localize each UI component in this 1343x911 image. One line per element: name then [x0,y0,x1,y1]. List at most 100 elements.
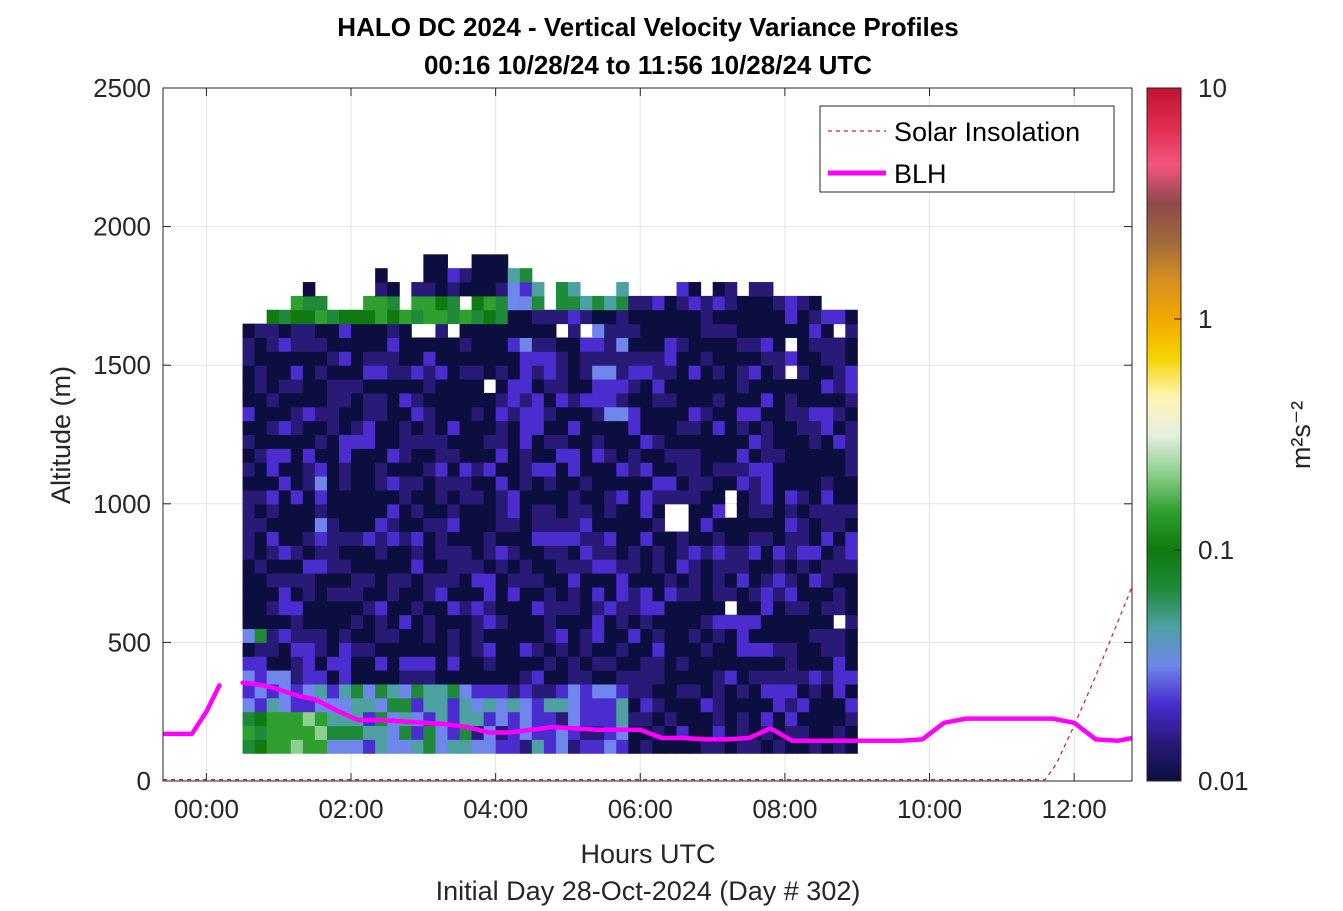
heatmap-cell [302,545,316,560]
heatmap-cell [399,545,412,560]
heatmap-cell [423,683,436,699]
heatmap-cell [772,379,786,394]
heatmap-cell [821,462,834,477]
heatmap-cell [483,420,497,435]
heatmap-cell [495,670,509,685]
heatmap-cell [543,476,557,491]
heatmap-cell [748,697,762,713]
heatmap-cell [809,600,822,616]
heatmap-cell [363,642,376,657]
heatmap-cell [640,337,653,352]
heatmap-cell [507,379,521,394]
heatmap-cell [519,545,533,560]
heatmap-cell [387,309,400,325]
heatmap-cell [580,711,593,727]
heatmap-cell [833,683,846,699]
heatmap-cell [447,476,461,491]
heatmap-cell [833,711,846,727]
heatmap-cell [519,503,533,519]
heatmap-cell [290,392,304,408]
heatmap-cell [242,517,256,533]
heatmap-cell [278,739,292,754]
heatmap-cell [423,448,436,463]
heatmap-cell [495,586,509,602]
heatmap-cell [447,559,461,574]
heatmap-cell [278,656,292,671]
heatmap-cell [290,295,304,311]
heatmap-cell [821,309,834,325]
heatmap-cell [628,503,641,519]
heatmap-cell [833,573,846,588]
heatmap-cell [652,683,665,699]
heatmap-cell [628,420,641,435]
heatmap-cell [423,337,436,352]
heatmap-cell [423,642,436,657]
heatmap-cell [676,406,690,422]
heatmap-cell [278,517,292,533]
heatmap-cell [652,642,665,657]
heatmap-cell [435,614,448,630]
heatmap-cell [435,586,448,602]
heatmap-cell [435,254,448,269]
heatmap-cell [640,503,653,519]
heatmap-cell [495,545,509,560]
heatmap-cell [785,309,798,325]
heatmap-cell [688,573,702,588]
heatmap-cell [845,503,858,519]
heatmap-cell [483,697,497,713]
heatmap-cell [785,614,798,630]
heatmap-cell [278,614,292,630]
heatmap-cell [423,476,436,491]
heatmap-cell [555,406,569,422]
heatmap-cell [845,351,858,366]
heatmap-cell [580,434,593,449]
heatmap-cell [640,365,653,380]
heatmap-cell [314,517,328,533]
heatmap-cell [604,586,617,602]
heatmap-cell [785,670,798,685]
heatmap-cell [519,614,533,630]
heatmap-cell [712,670,726,685]
heatmap-cell [531,379,545,394]
heatmap-cell [242,351,256,366]
heatmap-cell [688,670,702,685]
heatmap-cell [700,586,714,602]
heatmap-cell [459,351,473,366]
heatmap-cell [278,586,292,602]
heatmap-cell [338,392,352,408]
heatmap-cell [676,379,690,394]
heatmap-cell [290,434,304,449]
heatmap-cell [459,406,473,422]
heatmap-cell [411,351,424,366]
heatmap-cell [555,545,569,560]
heatmap-cell [423,406,436,422]
heatmap-cell [435,323,448,338]
heatmap-cell [736,697,750,713]
heatmap-cell [314,683,328,699]
heatmap-cell [375,379,388,394]
heatmap-cell [411,448,424,463]
heatmap-cell [278,323,292,338]
heatmap-cell [833,351,846,366]
heatmap-cell [760,282,774,297]
heatmap-cell [604,517,617,533]
heatmap-cell [616,406,629,422]
heatmap-cell [736,600,750,616]
heatmap-cell [375,517,388,533]
heatmap-cell [423,282,436,297]
heatmap-cell [375,670,388,685]
heatmap-cell [411,739,424,754]
heatmap-cell [351,309,364,325]
heatmap-cell [435,295,448,311]
heatmap-cell [363,337,376,352]
heatmap-cell [375,406,388,422]
heatmap-cell [652,379,665,394]
heatmap-cell [447,642,461,657]
heatmap-cell [290,309,304,325]
heatmap-cell [387,392,400,408]
heatmap-cell [580,531,593,546]
heatmap-cell [423,628,436,643]
heatmap-cell [580,670,593,685]
heatmap-cell [435,268,448,283]
heatmap-cell [314,614,328,630]
